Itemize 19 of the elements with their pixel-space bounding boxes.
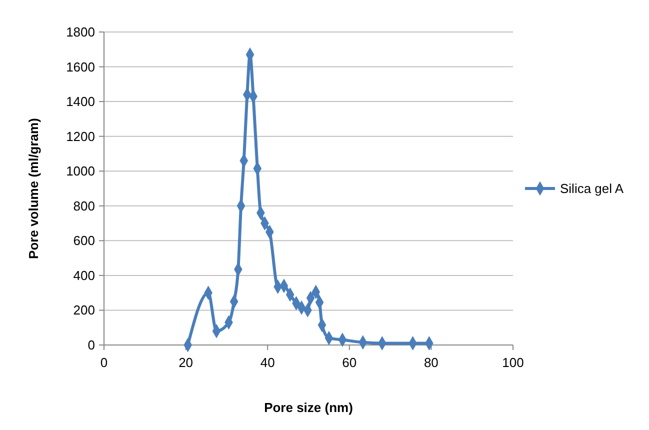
y-tick-label: 200 xyxy=(73,302,95,318)
y-tick-label: 0 xyxy=(88,338,95,352)
y-axis-title: Pore volume (ml/gram) xyxy=(26,118,41,259)
x-axis-title: Pore size (nm) xyxy=(264,400,353,415)
x-tick-label: 60 xyxy=(342,355,357,370)
y-tick-label: 600 xyxy=(73,233,95,248)
legend-label: Silica gel A xyxy=(560,181,624,196)
x-tick-label: 20 xyxy=(178,355,194,370)
x-tick-label: 0 xyxy=(100,355,108,370)
y-tick-label: 1400 xyxy=(66,94,95,110)
y-tick-label: 400 xyxy=(73,268,95,283)
x-tick-label: 100 xyxy=(502,355,524,370)
y-tick-label: 1800 xyxy=(66,24,95,40)
x-tick-label: 80 xyxy=(424,355,438,370)
y-tick-label: 1000 xyxy=(66,164,95,179)
y-tick-label: 1200 xyxy=(66,128,95,144)
y-tick-label: 800 xyxy=(73,198,95,214)
y-tick-label: 1600 xyxy=(66,59,95,74)
x-tick-label: 40 xyxy=(260,355,275,370)
